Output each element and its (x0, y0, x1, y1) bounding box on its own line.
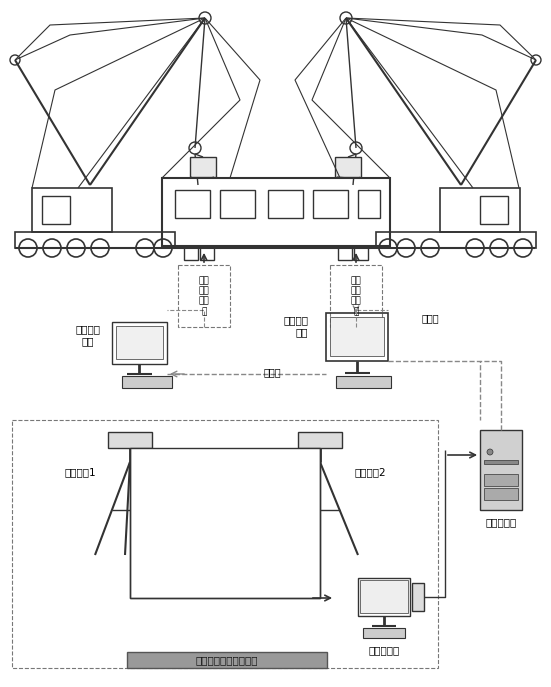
Bar (480, 196, 508, 224)
Bar (184, 246, 198, 260)
Bar (354, 246, 368, 260)
Bar (358, 578, 410, 616)
Text: 位于
起重
机内
部: 位于 起重 机内 部 (350, 276, 361, 316)
Bar (116, 326, 163, 359)
Bar (190, 157, 216, 177)
Bar (12, 420, 438, 668)
Circle shape (487, 449, 493, 455)
Bar (335, 157, 361, 177)
Bar (326, 313, 388, 361)
Bar (268, 190, 303, 218)
Bar (108, 432, 152, 448)
Text: 数字相机1: 数字相机1 (64, 467, 96, 477)
Bar (330, 265, 382, 327)
Bar (484, 488, 518, 500)
Bar (440, 188, 520, 232)
Text: 位于
起重
机内
部: 位于 起重 机内 部 (198, 276, 209, 316)
Text: 局域网: 局域网 (422, 313, 440, 323)
Bar (480, 430, 522, 510)
Bar (42, 196, 70, 224)
Text: 局域网: 局域网 (263, 367, 281, 377)
Bar (122, 376, 172, 388)
Bar (112, 322, 167, 364)
Text: 同步显示
终端: 同步显示 终端 (283, 315, 308, 337)
Bar (178, 265, 230, 327)
Bar (313, 190, 348, 218)
Text: 视觉测量终端组成部分: 视觉测量终端组成部分 (196, 655, 258, 665)
Bar (175, 190, 210, 218)
Text: 数字相机2: 数字相机2 (354, 467, 386, 477)
Bar (358, 190, 380, 218)
Bar (330, 317, 384, 356)
Bar (162, 178, 390, 246)
Bar (32, 188, 112, 232)
Bar (336, 376, 391, 388)
Bar (338, 246, 352, 260)
Bar (15, 232, 175, 248)
Text: 后台服务器: 后台服务器 (485, 517, 517, 527)
Text: 工业计算机: 工业计算机 (369, 645, 399, 655)
Bar (363, 628, 405, 638)
Text: 同步显示
终端: 同步显示 终端 (75, 324, 100, 346)
Bar (484, 474, 518, 486)
Bar (484, 460, 518, 464)
Bar (127, 652, 327, 668)
Bar (376, 232, 536, 248)
Bar (130, 448, 320, 598)
Bar (200, 246, 214, 260)
Bar (412, 583, 424, 611)
Bar (360, 580, 408, 613)
Bar (220, 190, 255, 218)
Bar (298, 432, 342, 448)
